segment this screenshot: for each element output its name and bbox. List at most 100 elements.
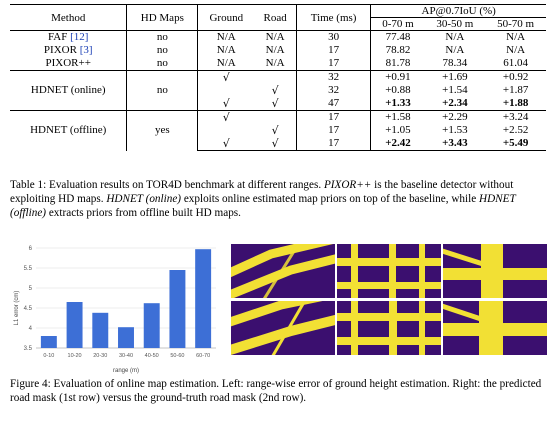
ground-truth-road-mask — [231, 301, 335, 355]
ground-check: √ — [197, 137, 255, 151]
ap-cell-best: +2.42 — [370, 137, 425, 151]
method-cell: HDNET (offline) — [10, 110, 127, 151]
ap-cell: +1.58 — [370, 110, 425, 124]
ap-cell: +1.69 — [424, 70, 486, 84]
ap-cell: +1.54 — [442, 84, 468, 96]
time-cell: 17 — [295, 44, 371, 57]
hd-maps-cell: no — [126, 44, 198, 57]
table-subheader-row: 0-70 m 30-50 m 50-70 m — [10, 17, 546, 31]
road-check — [254, 110, 297, 124]
bar-50-60 — [169, 270, 186, 348]
bar-20-30 — [92, 312, 109, 348]
ground-check: √ — [197, 97, 255, 111]
ground-check: √ — [197, 110, 255, 124]
header-ground: Ground — [197, 4, 255, 31]
citation-link[interactable]: [3] — [79, 44, 93, 56]
y-tick-label: 5.5 — [24, 266, 33, 272]
header-ap: AP@0.7IoU (%) — [370, 4, 546, 18]
ap-cell-best: +5.49 — [485, 137, 546, 151]
ground-cell: N/A — [197, 44, 255, 57]
figure-caption: Figure 4: Evaluation of online map estim… — [10, 378, 542, 404]
bar-60-70 — [195, 249, 212, 348]
table-caption: Table 1: Evaluation results on TOR4D ben… — [10, 179, 516, 219]
time-cell: 17 — [295, 57, 371, 71]
ap-cell-best: +3.43 — [424, 137, 486, 151]
table-row: √ √ 17 +2.42 +3.43 +5.49 — [10, 137, 546, 151]
ap-cell: +3.24 — [485, 110, 546, 124]
bar-10-20 — [66, 302, 83, 348]
bar-30-40 — [118, 327, 134, 348]
citation-link[interactable]: [12] — [70, 31, 89, 43]
hd-maps-cell: yes — [126, 110, 198, 151]
road-check — [254, 70, 297, 84]
ap-cell: 81.78 — [370, 57, 425, 71]
ap-cell: +2.52 — [502, 124, 529, 136]
ap-cell-best: +2.34 — [442, 97, 468, 109]
y-tick-label: 5 — [29, 286, 33, 292]
time-cell: 17 — [295, 124, 371, 137]
y-axis-label: L1 error (cm) — [14, 291, 20, 326]
ap-cell: 61.04 — [503, 57, 528, 69]
road-check: √ — [254, 137, 297, 151]
y-tick-label: 6 — [29, 246, 33, 252]
time-cell: 30 — [295, 30, 371, 44]
ground-cell: N/A — [197, 30, 255, 44]
hd-maps-cell: no — [126, 57, 198, 71]
ap-cell: +1.53 — [442, 124, 468, 136]
road-check: √ — [271, 124, 279, 137]
table-header-row: Method HD Maps Ground Road Time (ms) AP@… — [10, 4, 546, 31]
ap-cell: +2.29 — [424, 110, 486, 124]
table-row: PIXOR [3] no N/A N/A 17 78.82 N/A N/A — [10, 44, 546, 57]
x-tick-label: 40-50 — [145, 353, 159, 359]
method-cell: FAF [12] — [10, 30, 127, 44]
x-tick-label: 30-40 — [119, 353, 133, 359]
x-tick-label: 50-60 — [170, 353, 184, 359]
y-tick-label: 4.5 — [24, 306, 33, 312]
ap-cell: +0.88 — [370, 84, 425, 97]
header-road: Road — [254, 4, 297, 31]
ap-cell: N/A — [506, 44, 526, 56]
ap-cell-best: +1.88 — [502, 97, 529, 109]
table-row: FAF [12] no N/A N/A 30 77.48 N/A N/A — [10, 30, 546, 44]
time-cell: 47 — [295, 97, 371, 111]
table-row: √ 32 +0.88 +1.54 +1.87 — [10, 84, 546, 97]
table-row: HDNET (offline) yes √ 17 +1.58 +2.29 +3.… — [10, 110, 546, 151]
ap-cell: +1.05 — [370, 124, 425, 137]
ground-check: √ — [197, 70, 255, 84]
ground-cell: N/A — [197, 57, 255, 71]
time-cell: 17 — [295, 137, 371, 151]
road-mask-grid — [231, 244, 547, 355]
ap-cell-best: +1.33 — [370, 97, 425, 111]
ap-cell: +0.91 — [370, 70, 425, 84]
time-cell: 32 — [295, 70, 371, 84]
y-tick-label: 4 — [29, 326, 33, 332]
ap-cell: 77.48 — [370, 30, 425, 44]
ap-cell: 78.34 — [442, 57, 468, 69]
table-row: √ √ 47 +1.33 +2.34 +1.88 — [10, 97, 546, 111]
hd-maps-cell: no — [126, 30, 198, 44]
road-cell: N/A — [254, 30, 297, 44]
time-cell: 17 — [295, 110, 371, 124]
ground-height-error-chart: 3.5 4 4.5 5 5.5 6 0-10 10-20 20-30 30-40 40-50 50-6… — [14, 246, 216, 374]
time-cell: 32 — [295, 84, 371, 97]
table-row: √ 17 +1.05 +1.53 +2.52 — [10, 124, 546, 137]
road-cell: N/A — [265, 44, 285, 56]
ap-cell: +1.87 — [502, 84, 529, 96]
method-cell: PIXOR++ — [45, 57, 91, 69]
header-range-50-70: 50-70 m — [497, 18, 535, 30]
header-time: Time (ms) — [295, 4, 371, 31]
ap-cell: N/A — [445, 44, 465, 56]
hd-maps-cell: no — [126, 70, 198, 111]
ground-check — [197, 84, 255, 97]
table-row: HDNET (online) no √ 32 +0.91 +1.69 +0.92 — [10, 70, 546, 111]
header-range-30-50: 30-50 m — [436, 18, 474, 30]
method-cell: HDNET (online) — [10, 70, 127, 111]
header-range-0-70: 0-70 m — [370, 17, 425, 31]
header-hd-maps: HD Maps — [126, 4, 198, 31]
x-tick-label: 0-10 — [43, 353, 54, 359]
bar-40-50 — [143, 303, 160, 348]
ap-cell: 78.82 — [370, 44, 425, 57]
ground-truth-road-mask — [337, 301, 441, 355]
results-table: Method HD Maps Ground Road Time (ms) AP@… — [10, 4, 546, 151]
